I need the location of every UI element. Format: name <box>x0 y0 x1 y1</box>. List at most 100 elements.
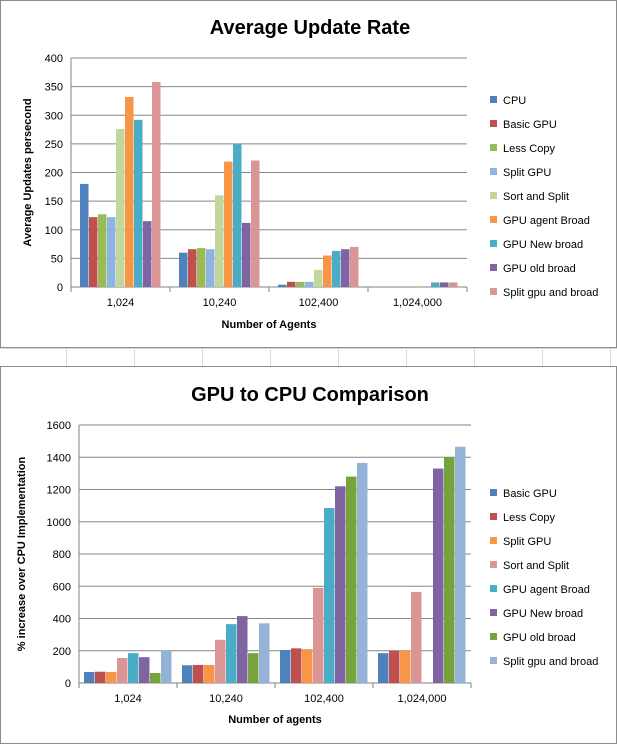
bar-sort-and-split <box>215 639 226 683</box>
bar-sort-and-split <box>215 195 224 287</box>
legend-swatch-less-copy <box>490 144 497 151</box>
bar-cpu <box>80 183 89 287</box>
x-tick-label: 102,400 <box>299 297 339 309</box>
bar-basic-gpu <box>84 672 95 683</box>
legend-swatch-gpu-old-broad <box>490 264 497 271</box>
legend-swatch-split-gpu <box>490 537 497 544</box>
chart-title: GPU to CPU Comparison <box>191 384 429 406</box>
legend-label: GPU New broad <box>503 239 583 251</box>
bar-gpu-new-broad <box>134 119 143 287</box>
chart-gpu-to-cpu-comparison[interactable]: GPU to CPU Comparison 0 200 400 600 800 1000 12… <box>0 366 617 744</box>
bar-gpu-old-broad <box>346 476 357 683</box>
bar-less-copy <box>95 671 106 683</box>
bar-gpu-agent-broad <box>125 96 134 288</box>
bar-sort-and-split <box>314 269 323 287</box>
bar-gpu-agent-broad <box>226 624 237 683</box>
x-tick-label: 1,024,000 <box>398 693 447 705</box>
bar-gpu-new-broad <box>237 616 248 683</box>
legend-swatch-split-gpu <box>490 168 497 175</box>
bar-basic-gpu <box>89 217 98 287</box>
y-tick-label: 1600 <box>47 420 71 432</box>
bar-split-gpu-and-broad <box>357 462 368 683</box>
legend-swatch-split-gpu-and-broad <box>490 288 497 295</box>
bar-less-copy <box>291 648 302 683</box>
y-tick-label: 600 <box>53 581 71 593</box>
bar-gpu-old-broad <box>242 222 251 287</box>
bar-basic-gpu <box>188 249 197 287</box>
legend-label: GPU agent Broad <box>503 215 590 227</box>
bar-split-gpu <box>204 664 215 683</box>
bar-split-gpu <box>305 281 314 287</box>
bar-gpu-new-broad <box>433 468 444 683</box>
bar-gpu-old-broad <box>440 282 449 287</box>
legend-swatch-sort-and-split <box>490 561 497 568</box>
chart-average-update-rate[interactable]: Average Update Rate 0 50 100 150 200 250 300 350… <box>0 0 617 348</box>
x-tick-label: 10,240 <box>203 297 237 309</box>
bar-gpu-old-broad <box>341 249 350 287</box>
y-tick-label: 150 <box>45 196 63 208</box>
legend-swatch-basic-gpu <box>490 489 497 496</box>
legend-label: Sort and Split <box>503 191 569 203</box>
y-tick-label: 300 <box>45 110 63 122</box>
bar-sort-and-split <box>313 587 324 683</box>
bar-gpu-old-broad <box>444 457 455 683</box>
bar-less-copy <box>197 248 206 287</box>
bar-gpu-old-broad <box>150 673 161 683</box>
bar-sort-and-split <box>413 285 422 287</box>
bar-cpu <box>278 284 287 287</box>
bar-less-copy <box>296 281 305 287</box>
y-tick-label: 1200 <box>47 485 71 497</box>
bar-split-gpu-and-broad <box>259 623 270 683</box>
bar-less-copy <box>193 664 204 683</box>
bar-gpu-agent-broad <box>323 255 332 287</box>
bar-basic-gpu <box>280 649 291 683</box>
y-tick-label: 0 <box>65 678 71 690</box>
bar-basic-gpu <box>182 665 193 683</box>
x-axis-title: Number of Agents <box>222 319 317 331</box>
legend-swatch-gpu-new-broad <box>490 609 497 616</box>
bar-gpu-new-broad <box>431 282 440 287</box>
bar-split-gpu <box>206 249 215 287</box>
bar-sort-and-split <box>411 591 422 683</box>
x-tick-label: 102,400 <box>304 693 344 705</box>
bar-less-copy <box>389 650 400 683</box>
x-axis-title: Number of agents <box>228 714 322 726</box>
legend-label: Sort and Split <box>503 560 569 572</box>
legend-swatch-sort-and-split <box>490 192 497 199</box>
legend-label: Less Copy <box>503 512 555 524</box>
y-tick-label: 350 <box>45 82 63 94</box>
chart-svg: GPU to CPU Comparison 0 200 400 600 800 1000 12… <box>16 384 598 726</box>
bar-sort-and-split <box>116 128 125 287</box>
legend-label: Basic GPU <box>503 119 557 131</box>
x-tick-label: 10,240 <box>209 693 243 705</box>
bar-gpu-new-broad <box>332 250 341 287</box>
bar-gpu-agent-broad <box>128 653 139 683</box>
bar-basic-gpu <box>287 281 296 287</box>
legend-swatch-split-gpu-and-broad <box>490 657 497 664</box>
legend-label: GPU old broad <box>503 632 576 644</box>
legend-swatch-cpu <box>490 96 497 103</box>
legend-swatch-gpu-agent-broad <box>490 216 497 223</box>
y-tick-label: 50 <box>51 253 63 265</box>
bar-split-gpu-and-broad <box>251 160 260 287</box>
legend-swatch-gpu-old-broad <box>490 633 497 640</box>
bar-split-gpu-and-broad <box>449 282 458 287</box>
y-tick-label: 800 <box>53 549 71 561</box>
legend-label: GPU agent Broad <box>503 584 590 596</box>
y-axis-title: % increase over CPU Implementation <box>16 457 28 652</box>
bar-sort-and-split <box>117 658 128 683</box>
legend-label: GPU New broad <box>503 608 583 620</box>
bar-cpu <box>179 252 188 287</box>
y-tick-label: 400 <box>45 53 63 65</box>
bar-gpu-agent-broad <box>324 508 335 683</box>
chart-svg: Average Update Rate 0 50 100 150 200 250 300 350… <box>22 17 598 331</box>
legend-label: Less Copy <box>503 143 555 155</box>
bar-gpu-old-broad <box>248 653 259 683</box>
y-axis-title: Average Updates persecond <box>22 98 34 246</box>
bar-split-gpu-and-broad <box>161 650 172 683</box>
bar-gpu-old-broad <box>143 221 152 287</box>
chart-title: Average Update Rate <box>210 17 410 39</box>
bar-less-copy <box>98 214 107 287</box>
y-tick-label: 0 <box>57 282 63 294</box>
legend-label: Basic GPU <box>503 488 557 500</box>
